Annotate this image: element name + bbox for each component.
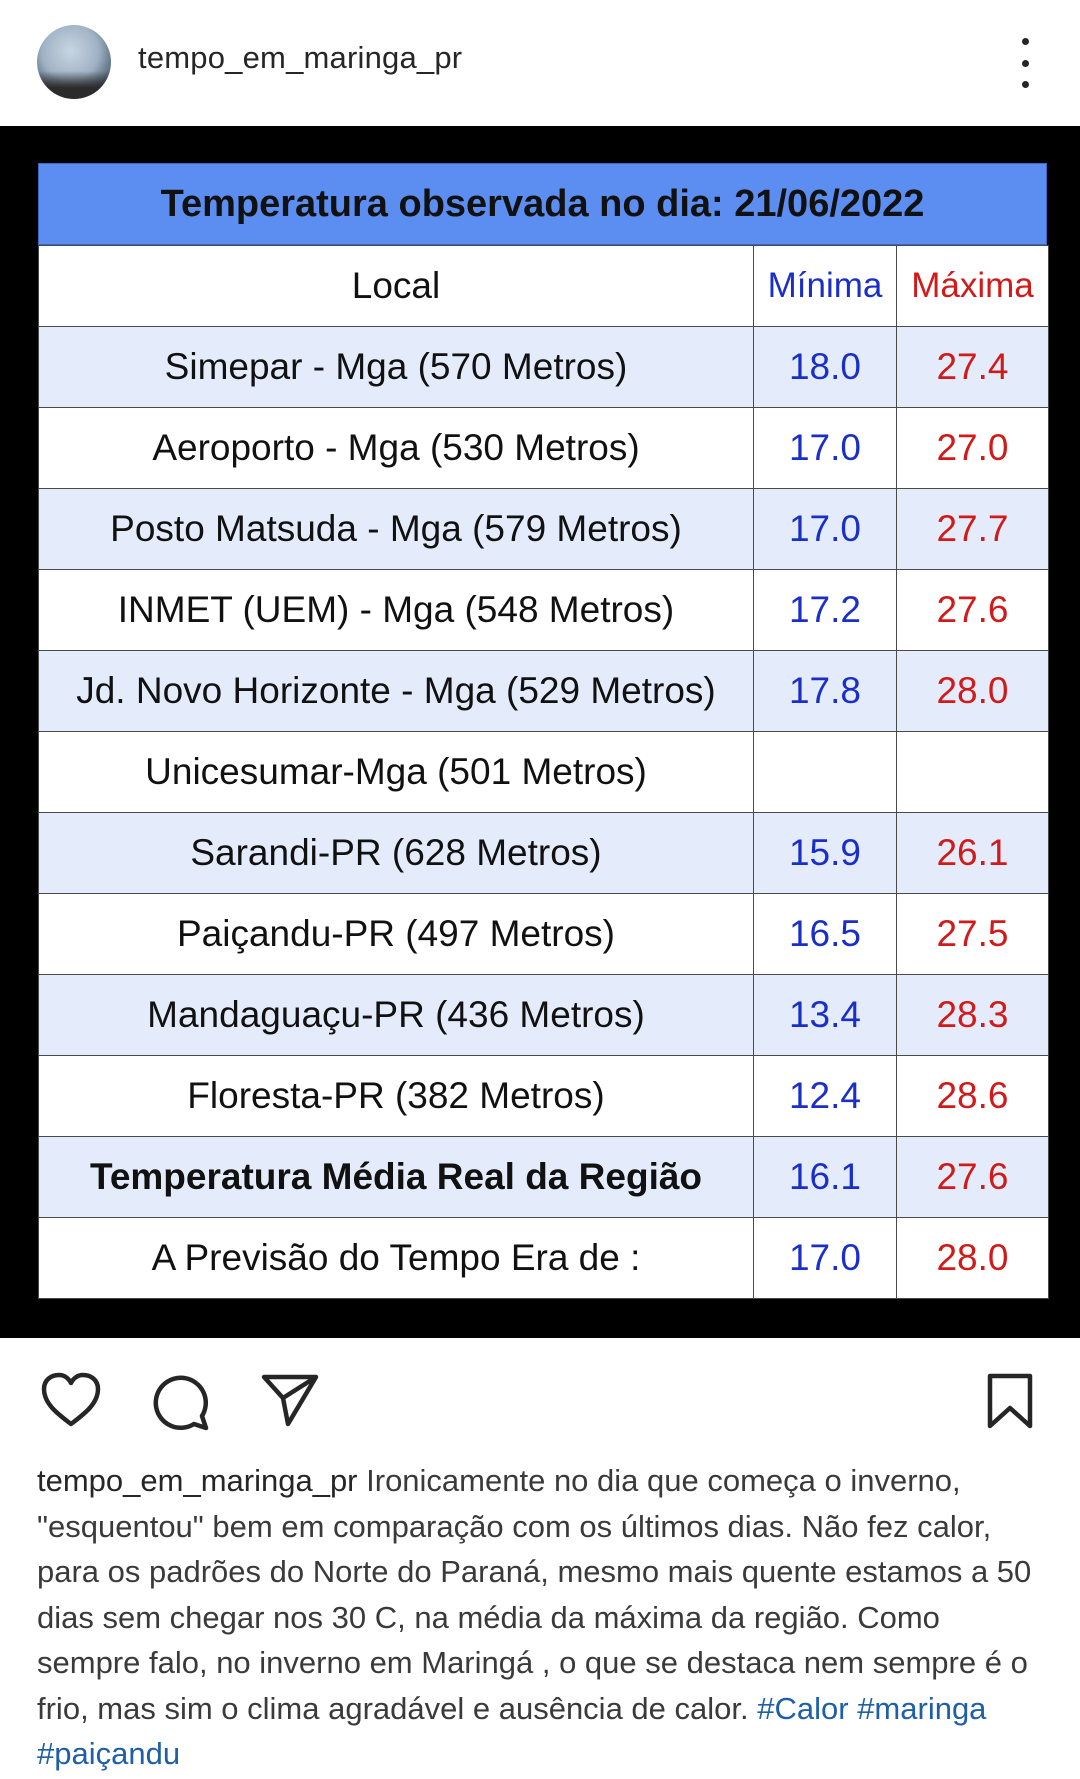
column-header-local: Local [38, 245, 754, 327]
table-row: Aeroporto - Mga (530 Metros) 17.0 27.0 [38, 407, 1049, 489]
caption-username[interactable]: tempo_em_maringa_pr [37, 1463, 358, 1498]
station-cell: Mandaguaçu-PR (436 Metros) [38, 974, 754, 1056]
temperature-grid: Local Mínima Máxima Simepar - Mga (570 M… [38, 245, 1049, 1299]
column-header-min: Mínima [753, 245, 897, 327]
max-cell: 27.0 [896, 407, 1049, 489]
bookmark-icon[interactable] [985, 1372, 1035, 1430]
station-cell: Simepar - Mga (570 Metros) [38, 326, 754, 408]
table-row-forecast: A Previsão do Tempo Era de : 17.0 28.0 [38, 1217, 1049, 1299]
more-options-icon[interactable] [1010, 38, 1040, 88]
heart-icon[interactable] [40, 1372, 102, 1428]
max-cell: 28.0 [896, 650, 1049, 732]
min-cell: 16.5 [753, 893, 897, 975]
min-cell: 17.8 [753, 650, 897, 732]
dot [1021, 81, 1029, 88]
min-cell: 18.0 [753, 326, 897, 408]
table-row: Floresta-PR (382 Metros) 12.4 28.6 [38, 1055, 1049, 1137]
max-cell: 27.6 [896, 569, 1049, 651]
max-cell [896, 731, 1049, 813]
table-row: Mandaguaçu-PR (436 Metros) 13.4 28.3 [38, 974, 1049, 1056]
table-header-row: Local Mínima Máxima [38, 245, 1049, 327]
station-cell: Sarandi-PR (628 Metros) [38, 812, 754, 894]
hashtag[interactable]: #paiçandu [37, 1736, 181, 1771]
caption-text: Ironicamente no dia que começa o inverno… [37, 1463, 1032, 1726]
table-row: Posto Matsuda - Mga (579 Metros) 17.0 27… [38, 488, 1049, 570]
header-username[interactable]: tempo_em_maringa_pr [138, 40, 463, 75]
max-cell: 27.5 [896, 893, 1049, 975]
station-cell: Floresta-PR (382 Metros) [38, 1055, 754, 1137]
station-cell: A Previsão do Tempo Era de : [38, 1217, 754, 1299]
station-cell: Jd. Novo Horizonte - Mga (529 Metros) [38, 650, 754, 732]
max-cell: 27.7 [896, 488, 1049, 570]
station-cell: Posto Matsuda - Mga (579 Metros) [38, 488, 754, 570]
table-row: Jd. Novo Horizonte - Mga (529 Metros) 17… [38, 650, 1049, 732]
max-cell: 28.0 [896, 1217, 1049, 1299]
share-icon[interactable] [260, 1372, 320, 1428]
table-row: Paiçandu-PR (497 Metros) 16.5 27.5 [38, 893, 1049, 975]
max-cell: 27.6 [896, 1136, 1049, 1218]
dot [1021, 38, 1029, 45]
min-cell: 17.2 [753, 569, 897, 651]
table-title: Temperatura observada no dia: 21/06/2022 [38, 163, 1047, 245]
min-cell [753, 731, 897, 813]
min-cell: 15.9 [753, 812, 897, 894]
table-row: Unicesumar-Mga (501 Metros) [38, 731, 1049, 813]
station-cell: INMET (UEM) - Mga (548 Metros) [38, 569, 754, 651]
post-image[interactable]: Temperatura observada no dia: 21/06/2022… [0, 126, 1080, 1338]
max-cell: 26.1 [896, 812, 1049, 894]
action-bar [0, 1345, 1080, 1455]
table-row: INMET (UEM) - Mga (548 Metros) 17.2 27.6 [38, 569, 1049, 651]
hashtag[interactable]: #maringa [857, 1690, 987, 1726]
avatar[interactable] [37, 25, 111, 99]
min-cell: 17.0 [753, 407, 897, 489]
temperature-table: Temperatura observada no dia: 21/06/2022… [38, 163, 1049, 1299]
station-cell: Aeroporto - Mga (530 Metros) [38, 407, 754, 489]
min-cell: 17.0 [753, 1217, 897, 1299]
post-caption: tempo_em_maringa_pr Ironicamente no dia … [37, 1458, 1047, 1777]
max-cell: 28.3 [896, 974, 1049, 1056]
table-row-average: Temperatura Média Real da Região 16.1 27… [38, 1136, 1049, 1218]
station-cell: Temperatura Média Real da Região [38, 1136, 754, 1218]
min-cell: 13.4 [753, 974, 897, 1056]
max-cell: 28.6 [896, 1055, 1049, 1137]
station-cell: Paiçandu-PR (497 Metros) [38, 893, 754, 975]
max-cell: 27.4 [896, 326, 1049, 408]
min-cell: 17.0 [753, 488, 897, 570]
post-header: tempo_em_maringa_pr [0, 0, 1080, 126]
hashtag[interactable]: #Calor [757, 1690, 849, 1726]
dot [1021, 59, 1029, 67]
table-row: Simepar - Mga (570 Metros) 18.0 27.4 [38, 326, 1049, 408]
min-cell: 12.4 [753, 1055, 897, 1137]
station-cell: Unicesumar-Mga (501 Metros) [38, 731, 754, 813]
table-row: Sarandi-PR (628 Metros) 15.9 26.1 [38, 812, 1049, 894]
comment-icon[interactable] [150, 1372, 210, 1432]
min-cell: 16.1 [753, 1136, 897, 1218]
column-header-max: Máxima [896, 245, 1049, 327]
